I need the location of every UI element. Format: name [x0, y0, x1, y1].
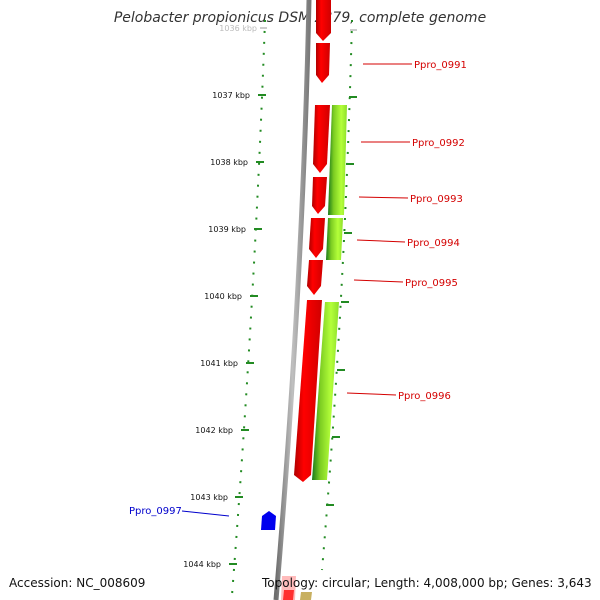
- genome-backbone: [273, 0, 312, 600]
- ruler-label: 1039 kbp: [208, 225, 246, 234]
- gene-arrow-ppro-0995[interactable]: [307, 260, 323, 295]
- gene-label-ppro-0996[interactable]: Ppro_0996: [398, 391, 451, 402]
- ruler-label: 1036 kbp: [219, 24, 257, 33]
- gene-arrow-ppro-0994[interactable]: [309, 218, 325, 258]
- ruler-label: 1040 kbp: [204, 292, 242, 301]
- forward-genes[interactable]: [281, 0, 331, 600]
- gene-arrow[interactable]: [316, 0, 331, 41]
- inner-ruler-track: [231, 19, 266, 596]
- topology-summary: Topology: circular; Length: 4,008,000 bp…: [262, 576, 592, 590]
- label-leaders: [181, 63, 412, 517]
- ruler-labels: 1036 kbp 1037 kbp 1038 kbp 1039 kbp 1040…: [183, 24, 257, 569]
- gene-label-ppro-0993[interactable]: Ppro_0993: [410, 194, 463, 205]
- ruler-label: 1041 kbp: [200, 359, 238, 368]
- gene-arrow-ppro-0993[interactable]: [312, 177, 327, 214]
- ruler-ticks: [229, 27, 267, 565]
- outer-dotted-track: [321, 19, 353, 571]
- annotation-feature[interactable]: [312, 302, 339, 480]
- gene-label-ppro-0994[interactable]: Ppro_0994: [407, 238, 460, 249]
- ruler-label: 1038 kbp: [210, 158, 248, 167]
- annotation-features[interactable]: [312, 105, 347, 480]
- gene-label-ppro-0997[interactable]: Ppro_0997: [129, 506, 182, 517]
- annotation-feature[interactable]: [300, 592, 312, 600]
- annotation-feature[interactable]: [328, 105, 347, 215]
- gene-labels[interactable]: Ppro_0991 Ppro_0992 Ppro_0993 Ppro_0994 …: [129, 60, 467, 517]
- gene-arrow-ppro-0992[interactable]: [313, 105, 330, 173]
- gene-arrow-ppro-0997[interactable]: [261, 511, 276, 530]
- outer-track-ticks: [326, 29, 357, 506]
- gene-arrow-ppro-0996[interactable]: [294, 300, 322, 482]
- ruler-label: 1043 kbp: [190, 493, 228, 502]
- ruler-label: 1042 kbp: [195, 426, 233, 435]
- gene-arrow-ppro-0991[interactable]: [316, 43, 330, 83]
- accession-label: Accession: NC_008609: [9, 576, 146, 590]
- ruler-label: 1044 kbp: [183, 560, 221, 569]
- gene-label-ppro-0995[interactable]: Ppro_0995: [405, 278, 458, 289]
- gene-arrow[interactable]: [283, 590, 294, 600]
- ruler-label: 1037 kbp: [212, 91, 250, 100]
- map-title: Pelobacter propionicus DSM 2379, complet…: [113, 10, 487, 26]
- gene-label-ppro-0992[interactable]: Ppro_0992: [412, 138, 465, 149]
- annotation-feature[interactable]: [326, 218, 343, 260]
- gene-label-ppro-0991[interactable]: Ppro_0991: [414, 60, 467, 71]
